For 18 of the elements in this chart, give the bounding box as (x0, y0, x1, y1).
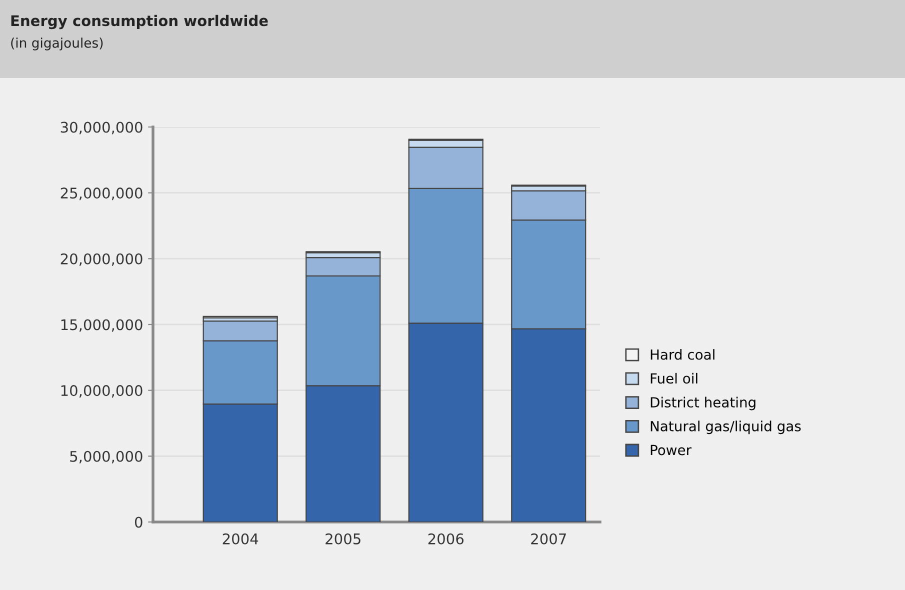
legend-label: Natural gas/liquid gas (650, 420, 801, 434)
y-tick-label: 5,000,000 (70, 450, 142, 464)
y-tick-label: 30,000,000 (60, 122, 142, 134)
x-tick-label: 2005 (326, 533, 360, 544)
legend-label: Hard coal (650, 349, 714, 360)
x-tick-label: 2007 (531, 533, 566, 544)
y-tick-label: 10,000,000 (61, 385, 142, 398)
legend-label: Power (650, 444, 692, 456)
y-tick-label: 20,000,000 (60, 253, 142, 266)
chart-title: Energy consumption worldwide (11, 14, 268, 30)
legend-label: Fuel oil (650, 372, 698, 384)
chart-subtitle: (in gigajoules) (11, 38, 103, 50)
x-tick-label: 2004 (222, 533, 258, 544)
legend-label: District heating (650, 396, 756, 410)
y-tick-label: 0 (134, 516, 142, 528)
x-tick-label: 2006 (428, 533, 464, 544)
y-tick-label: 15,000,000 (61, 319, 142, 332)
y-tick-label: 25,000,000 (60, 188, 142, 200)
